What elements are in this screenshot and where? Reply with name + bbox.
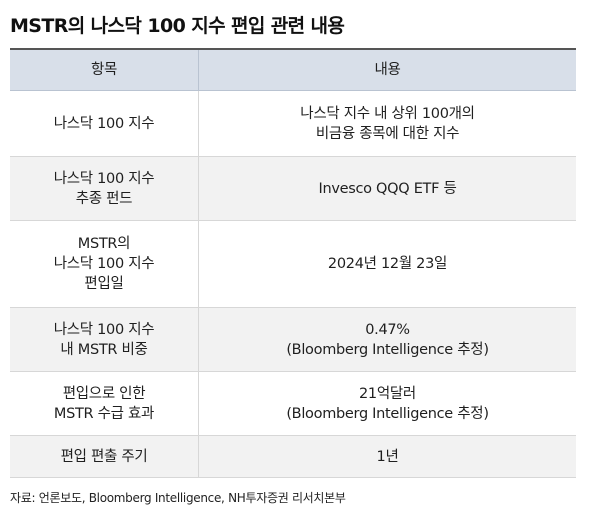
row-item-label: 나스닥 100 지수 추종 펀드 <box>10 157 199 220</box>
row-item-value: 21억달러 (Bloomberg Intelligence 추정) <box>286 385 489 422</box>
table-row: 나스닥 100 지수 내 MSTR 비중 0.47% (Bloomberg In… <box>10 308 576 372</box>
source-note: 자료: 언론보도, Bloomberg Intelligence, NH투자증권… <box>10 491 346 505</box>
header-content: 내용 <box>374 62 401 78</box>
row-item-value: 나스닥 지수 내 상위 100개의 비금융 종목에 대한 지수 <box>300 105 475 142</box>
table-row: 편입 편출 주기 1년 <box>10 436 576 478</box>
table-row: 편입으로 인한 MSTR 수급 효과 21억달러 (Bloomberg Inte… <box>10 372 576 436</box>
row-item-label: 편입 편출 주기 <box>10 436 199 477</box>
row-item-label: 나스닥 100 지수 내 MSTR 비중 <box>10 308 199 371</box>
table-row: 나스닥 100 지수 나스닥 지수 내 상위 100개의 비금융 종목에 대한 … <box>10 91 576 157</box>
row-item-label: 나스닥 100 지수 <box>10 91 199 156</box>
header-item: 항목 <box>10 50 199 90</box>
row-item-value: 0.47% (Bloomberg Intelligence 추정) <box>286 321 489 358</box>
row-item-value: 2024년 12월 23일 <box>327 256 448 272</box>
table-title: MSTR의 나스닥 100 지수 편입 관련 내용 <box>10 15 345 37</box>
row-item-label: MSTR의 나스닥 100 지수 편입일 <box>10 221 199 307</box>
row-item-value: Invesco QQQ ETF 등 <box>318 180 457 197</box>
row-item-value: 1년 <box>376 448 399 465</box>
table-row: MSTR의 나스닥 100 지수 편입일 2024년 12월 23일 <box>10 221 576 308</box>
row-item-label: 편입으로 인한 MSTR 수급 효과 <box>10 372 199 435</box>
table-row: 나스닥 100 지수 추종 펀드 Invesco QQQ ETF 등 <box>10 157 576 221</box>
info-table: 항목 내용 나스닥 100 지수 나스닥 지수 내 상위 100개의 비금융 종… <box>10 48 576 478</box>
table-header-row: 항목 내용 <box>10 50 576 91</box>
